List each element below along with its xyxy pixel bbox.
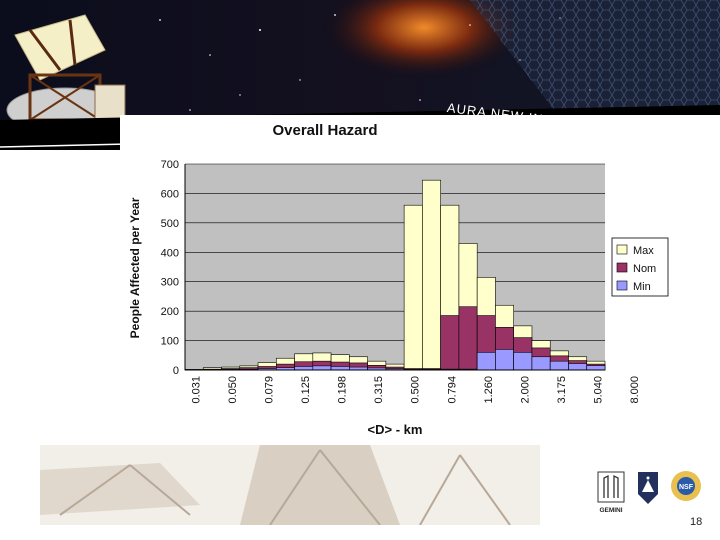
- legend-swatch-nom: [616, 262, 628, 273]
- x-tick-label: 0.198: [337, 376, 349, 404]
- bar-min: [476, 352, 496, 371]
- y-tick-label: 200: [161, 306, 179, 318]
- bar-max: [422, 179, 441, 371]
- x-tick-label: 5.040: [592, 376, 604, 404]
- page-number: 18: [690, 516, 703, 528]
- plot-area: [185, 164, 605, 370]
- bar-nom: [458, 306, 478, 371]
- x-tick-label: 0.031: [191, 376, 203, 404]
- chart-title: Overall Hazard: [272, 122, 377, 139]
- legend-label-nom: Nom: [633, 263, 656, 275]
- svg-text:GEMINI: GEMINI: [599, 507, 622, 514]
- x-tick-label: 2.000: [519, 376, 531, 404]
- x-tick-label: 0.050: [227, 376, 239, 404]
- legend-swatch-min: [616, 280, 628, 291]
- y-tick-label: 300: [161, 277, 179, 289]
- nsf-logo: NSF: [671, 471, 701, 501]
- telescope-footer-image: [40, 445, 540, 525]
- y-tick-label: 0: [173, 365, 179, 377]
- legend-swatch-max: [616, 244, 628, 255]
- legend: Max Nom Min: [611, 237, 669, 297]
- y-tick-label: 500: [161, 218, 179, 230]
- bar-min: [294, 366, 314, 371]
- x-tick-label: 0.315: [373, 376, 385, 404]
- bar-max: [403, 204, 423, 371]
- legend-label-min: Min: [633, 281, 651, 293]
- x-tick-label: 0.079: [264, 376, 276, 404]
- observatory-logo: [638, 472, 658, 504]
- bar-min: [568, 363, 588, 371]
- x-tick-label: 0.500: [410, 376, 422, 404]
- bar-min: [495, 349, 514, 371]
- x-tick-label: 1.260: [483, 376, 495, 404]
- svg-text:NSF: NSF: [679, 484, 694, 491]
- y-tick-label: 100: [161, 336, 179, 348]
- legend-label-max: Max: [633, 245, 654, 257]
- bar-min: [330, 366, 350, 371]
- bar-nom: [440, 315, 460, 371]
- sponsor-logos: GEMINI NSF: [597, 471, 701, 514]
- y-axis-label: People Affected per Year: [128, 197, 142, 338]
- y-tick-label: 700: [161, 159, 179, 171]
- x-tick-label: 3.175: [556, 376, 568, 404]
- y-tick-label: 600: [161, 188, 179, 200]
- x-tick-label: 8.000: [629, 376, 641, 404]
- bar-min: [513, 352, 533, 371]
- bar-min: [586, 365, 606, 371]
- hazard-chart: Overall Hazard 0 100 200 300 400 500 600 700 0.…: [128, 122, 669, 437]
- bar-min: [549, 360, 569, 371]
- x-tick-label: 0.794: [446, 376, 458, 404]
- x-axis-label: <D> - km: [368, 422, 423, 437]
- bar-min: [531, 356, 551, 371]
- y-tick-label: 400: [161, 247, 179, 259]
- gemini-logo: GEMINI: [597, 471, 625, 514]
- x-tick-label: 0.125: [300, 376, 312, 404]
- bar-min: [312, 365, 332, 371]
